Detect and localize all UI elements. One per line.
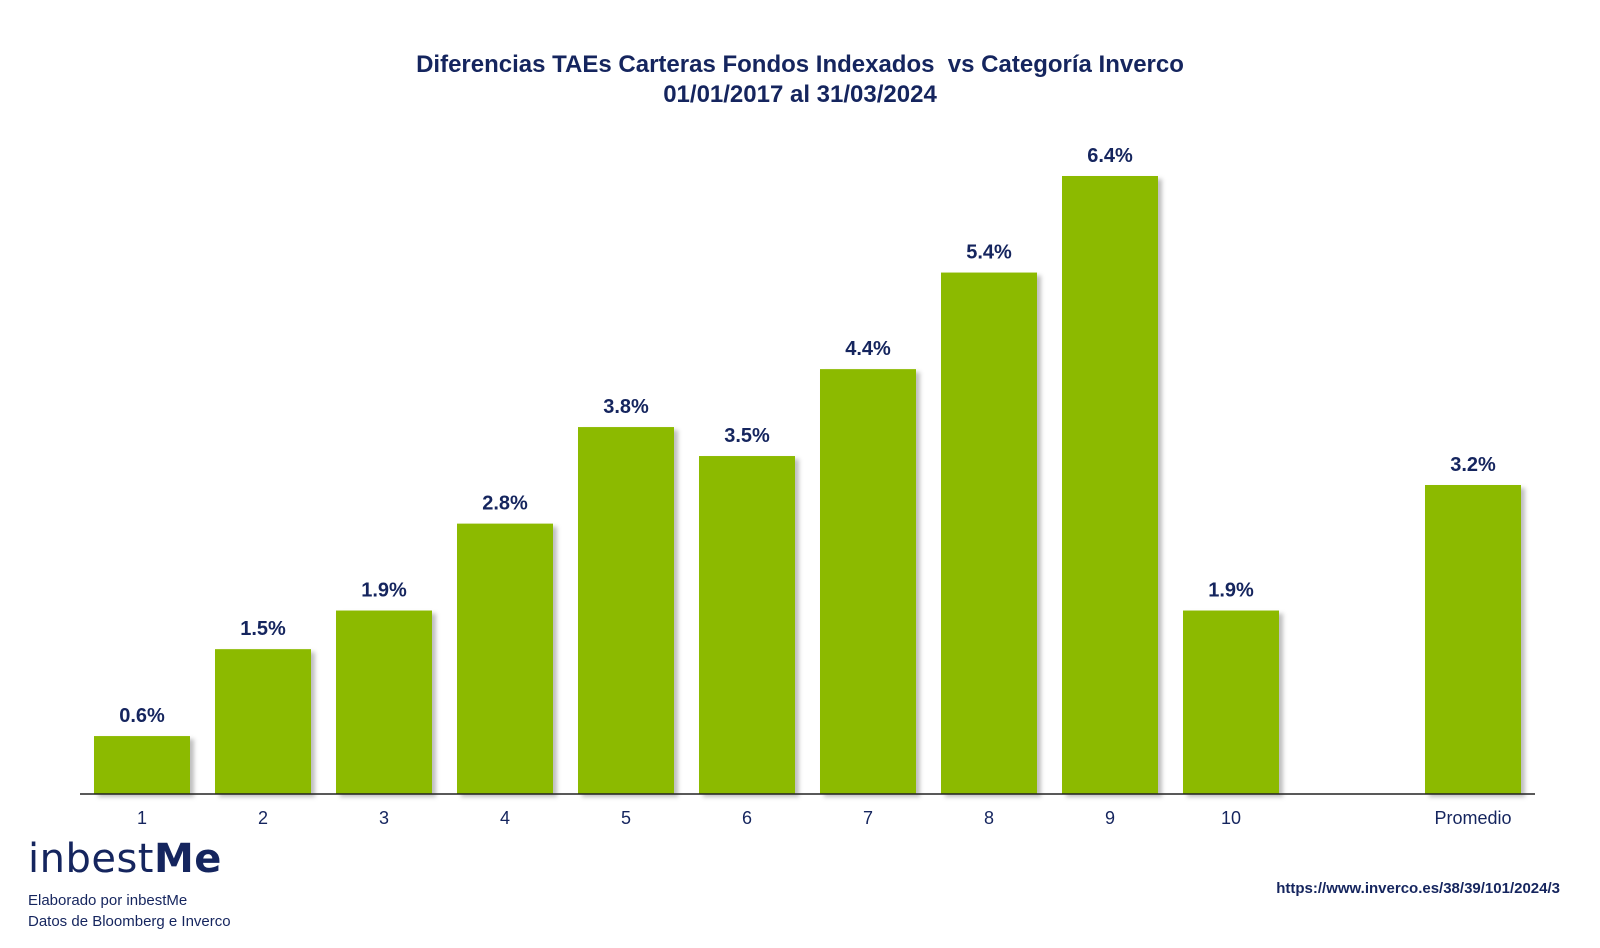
bar-3 <box>336 610 432 794</box>
logo-text-b: Me <box>154 836 222 882</box>
data-labels-layer: 0.6% 1.5% 1.9% 2.8% 3.8% 3.5% 4.4% 5.4% 6.4% 1.9%… <box>119 145 1496 727</box>
data-label-promedio: 3.2% <box>1450 454 1496 476</box>
bar-10 <box>1183 610 1279 794</box>
credit-line-1: Elaborado por inbestMe <box>28 892 188 909</box>
x-tick-label-7: 7 <box>863 808 873 828</box>
chart-title: Diferencias TAEs Carteras Fondos Indexad… <box>416 51 1184 78</box>
data-label-4: 2.8% <box>482 493 528 515</box>
x-tick-label-promedio: Promedio <box>1434 808 1511 828</box>
bar-4 <box>457 523 553 794</box>
data-label-2: 1.5% <box>240 618 286 640</box>
x-tick-label-5: 5 <box>621 808 631 828</box>
credit-line-2: Datos de Bloomberg e Inverco <box>28 913 231 930</box>
data-label-8: 5.4% <box>966 242 1012 264</box>
data-label-5: 3.8% <box>603 396 649 418</box>
bar-promedio <box>1425 485 1521 794</box>
bars-layer <box>94 176 1521 794</box>
bar-2 <box>215 649 311 794</box>
inbestme-logo: inbestMe <box>28 836 222 882</box>
x-tick-label-3: 3 <box>379 808 389 828</box>
bar-7 <box>820 369 916 794</box>
x-tick-labels-layer: 1 2 3 4 5 6 7 8 9 10 Promedio <box>137 808 1512 828</box>
bar-6 <box>699 456 795 794</box>
x-tick-label-4: 4 <box>500 808 510 828</box>
bar-1 <box>94 736 190 794</box>
chart-subtitle: 01/01/2017 al 31/03/2024 <box>663 81 937 108</box>
logo-text-a: inbest <box>28 836 154 882</box>
credits: Elaborado por inbestMe Datos de Bloomber… <box>28 890 231 932</box>
x-tick-label-2: 2 <box>258 808 268 828</box>
data-label-10: 1.9% <box>1208 580 1254 602</box>
data-label-7: 4.4% <box>845 338 891 360</box>
source-url: https://www.inverco.es/38/39/101/2024/3 <box>1276 880 1560 897</box>
chart-title-block: Diferencias TAEs Carteras Fondos Indexad… <box>0 50 1600 110</box>
bar-5 <box>578 427 674 794</box>
x-tick-label-8: 8 <box>984 808 994 828</box>
bar-8 <box>941 272 1037 794</box>
data-label-1: 0.6% <box>119 705 165 727</box>
data-label-6: 3.5% <box>724 425 770 447</box>
x-tick-label-9: 9 <box>1105 808 1115 828</box>
x-tick-label-6: 6 <box>742 808 752 828</box>
data-label-3: 1.9% <box>361 580 407 602</box>
data-label-9: 6.4% <box>1087 145 1133 167</box>
x-tick-label-10: 10 <box>1221 808 1241 828</box>
bar-9 <box>1062 176 1158 794</box>
x-tick-label-1: 1 <box>137 808 147 828</box>
